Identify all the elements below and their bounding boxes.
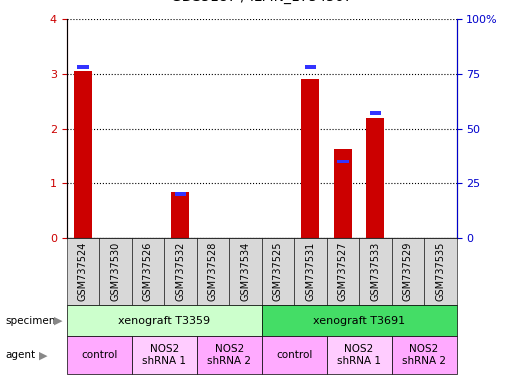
Text: GSM737525: GSM737525 xyxy=(273,242,283,301)
Bar xyxy=(305,65,316,69)
Bar xyxy=(337,160,348,163)
Text: xenograft T3359: xenograft T3359 xyxy=(118,316,210,326)
Bar xyxy=(370,111,381,115)
Bar xyxy=(77,65,89,69)
Text: NOS2
shRNA 2: NOS2 shRNA 2 xyxy=(207,344,251,366)
Text: GSM737524: GSM737524 xyxy=(78,242,88,301)
Text: control: control xyxy=(276,350,312,360)
Text: ▶: ▶ xyxy=(54,316,63,326)
Text: GSM737534: GSM737534 xyxy=(241,242,250,301)
Bar xyxy=(302,79,319,238)
Text: xenograft T3691: xenograft T3691 xyxy=(313,316,405,326)
Text: specimen: specimen xyxy=(5,316,55,326)
Text: GSM737527: GSM737527 xyxy=(338,242,348,301)
Text: GSM737528: GSM737528 xyxy=(208,242,218,301)
Text: NOS2
shRNA 1: NOS2 shRNA 1 xyxy=(337,344,381,366)
Text: GSM737526: GSM737526 xyxy=(143,242,153,301)
Bar xyxy=(74,71,92,238)
Bar xyxy=(175,192,186,196)
Text: GSM737531: GSM737531 xyxy=(305,242,315,301)
Bar xyxy=(171,192,189,238)
Text: control: control xyxy=(81,350,117,360)
Text: GSM737535: GSM737535 xyxy=(436,242,445,301)
Text: agent: agent xyxy=(5,350,35,360)
Text: ▶: ▶ xyxy=(38,350,47,360)
Text: NOS2
shRNA 2: NOS2 shRNA 2 xyxy=(402,344,446,366)
Text: GSM737529: GSM737529 xyxy=(403,242,413,301)
Text: GSM737532: GSM737532 xyxy=(175,242,185,301)
Bar xyxy=(366,118,384,238)
Text: GDS5187 / ILMN_1754567: GDS5187 / ILMN_1754567 xyxy=(171,0,352,4)
Text: GSM737533: GSM737533 xyxy=(370,242,380,301)
Bar xyxy=(334,149,352,238)
Text: GSM737530: GSM737530 xyxy=(110,242,121,301)
Text: NOS2
shRNA 1: NOS2 shRNA 1 xyxy=(142,344,186,366)
